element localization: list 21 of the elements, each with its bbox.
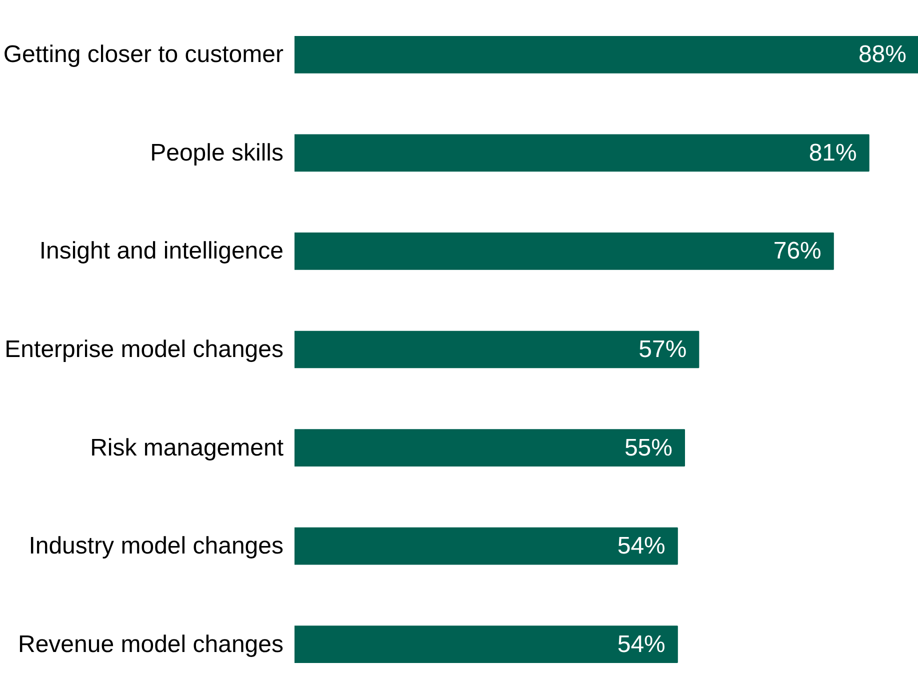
bar	[294, 232, 834, 270]
y-tick-label: Industry model changes	[28, 532, 284, 560]
y-tick-label: Getting closer to customer	[3, 41, 284, 68]
data-label: 57%	[638, 336, 687, 363]
bar	[294, 134, 870, 172]
y-tick-label: People skills	[150, 139, 284, 166]
bar	[294, 626, 678, 664]
bar	[294, 429, 685, 466]
y-tick-label: Risk management	[90, 434, 284, 462]
data-label: 55%	[624, 434, 673, 462]
y-tick-label: Enterprise model changes	[4, 336, 284, 363]
bar	[294, 330, 700, 368]
bar	[294, 527, 678, 565]
data-label: 76%	[773, 238, 822, 265]
data-label: 54%	[617, 532, 666, 560]
bar	[294, 36, 918, 74]
data-label: 81%	[808, 139, 857, 166]
y-tick-label: Insight and intelligence	[39, 238, 284, 265]
data-label: 54%	[617, 630, 666, 658]
data-label: 88%	[858, 41, 907, 68]
y-tick-label: Revenue model changes	[18, 630, 284, 658]
